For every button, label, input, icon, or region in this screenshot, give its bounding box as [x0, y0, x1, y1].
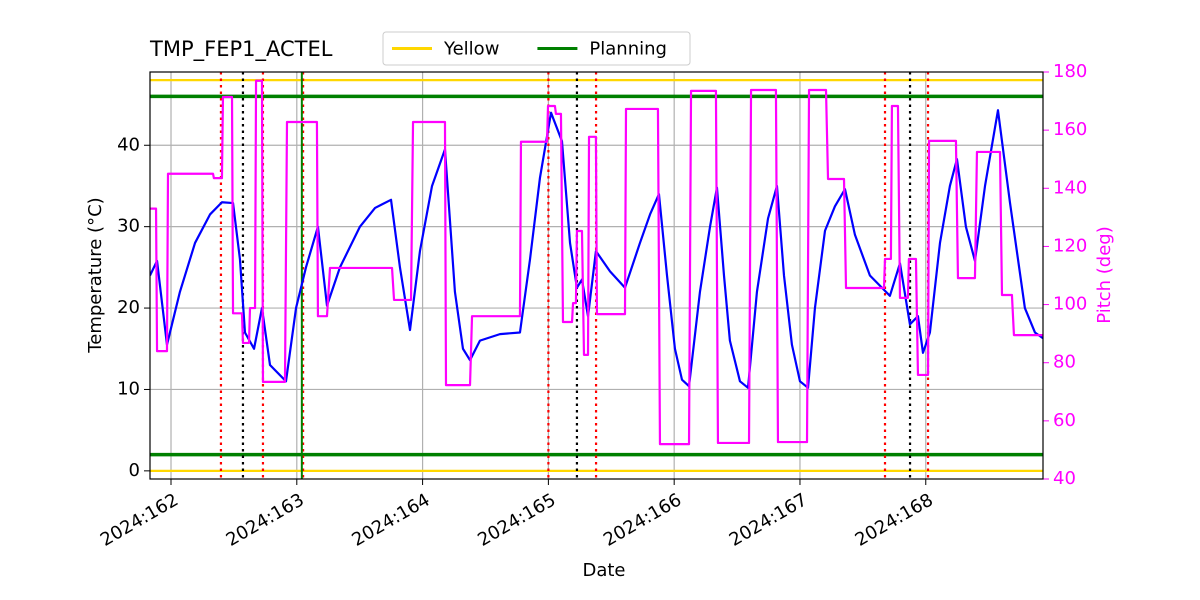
legend-label: Planning: [589, 39, 667, 60]
legend-box: [382, 31, 691, 66]
y-tick-label: 40: [117, 134, 140, 155]
y-tick-label: 10: [117, 378, 140, 399]
plot-area: [150, 72, 1043, 479]
legend-label: Yellow: [443, 39, 499, 60]
temperature-line: [150, 109, 1043, 389]
y2-tick-label: 160: [1053, 119, 1087, 140]
y-tick-label: 20: [117, 297, 140, 318]
y-tick-label: 30: [117, 216, 140, 237]
plot-frame: [149, 71, 1044, 480]
y2-tick-label: 80: [1053, 352, 1076, 373]
y2-tick-label: 180: [1053, 61, 1087, 82]
y2-tick-label: 60: [1053, 410, 1076, 431]
y2-tick-label: 140: [1053, 177, 1087, 198]
chart-title: TMP_FEP1_ACTEL: [149, 37, 333, 62]
y-tick-label: 0: [129, 460, 140, 481]
legend: Yellow Planning: [382, 31, 691, 66]
y2-tick-label: 40: [1053, 468, 1076, 489]
y-axis-label: Temperature (°C): [85, 197, 106, 353]
y2-tick-label: 120: [1053, 235, 1087, 256]
pitch-line: [150, 79, 1043, 446]
y2-axis-label: Pitch (deg): [1094, 226, 1115, 324]
x-axis-label: Date: [582, 560, 625, 581]
y2-tick-label: 100: [1053, 294, 1087, 315]
